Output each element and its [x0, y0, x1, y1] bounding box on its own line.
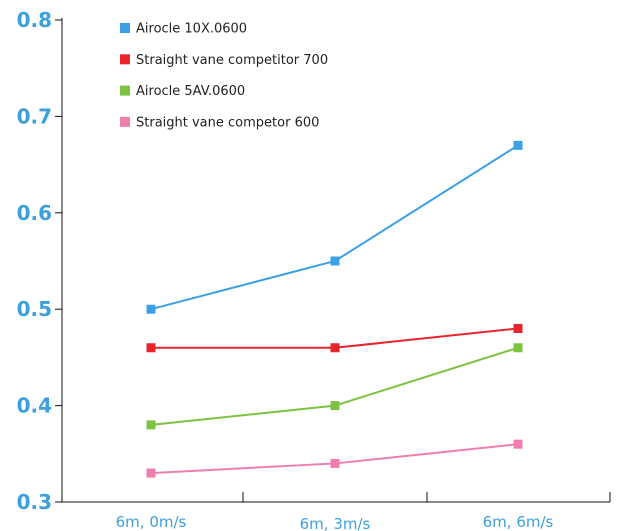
y-tick-label: 0.7 [17, 104, 52, 128]
data-point-marker [513, 140, 523, 150]
y-tick-label: 0.4 [17, 394, 52, 418]
data-point-marker [146, 468, 156, 478]
data-point-marker [330, 256, 340, 266]
data-point-marker [330, 458, 340, 468]
x-tick-label: 6m, 6m/s [483, 513, 554, 531]
legend-label: Airocle 10X.0600 [136, 22, 247, 37]
y-tick-label: 0.5 [17, 297, 52, 321]
legend: Airocle 10X.0600 Straight vane competitor… [120, 22, 328, 130]
x-tick-label: 6m, 0m/s [116, 513, 187, 531]
legend-swatch [120, 54, 130, 65]
data-point-marker [146, 420, 156, 430]
series-line [150, 346, 519, 426]
legend-label: Airocle 5AV.0600 [136, 84, 245, 99]
series-group [146, 140, 523, 478]
legend-label: Straight vane competitor 700 [136, 53, 328, 68]
y-tick-label: 0.6 [17, 201, 52, 225]
series-line [150, 144, 519, 311]
legend-swatch [120, 116, 130, 127]
y-tick-label: 0.3 [17, 490, 52, 514]
x-tick-group: 6m, 0m/s 6m, 3m/s 6m, 6m/s [116, 492, 611, 531]
data-point-marker [513, 439, 523, 449]
data-point-marker [513, 323, 523, 333]
y-tick-label: 0.8 [17, 8, 52, 32]
data-point-marker [513, 343, 523, 353]
legend-label: Straight vane competor 600 [136, 115, 319, 130]
data-point-marker [330, 343, 340, 353]
chart-axes [61, 18, 610, 503]
data-point-marker [146, 343, 156, 353]
data-point-marker [330, 401, 340, 411]
legend-swatch [120, 85, 130, 96]
series-line [150, 443, 519, 475]
data-point-marker [146, 304, 156, 314]
legend-swatch [120, 23, 130, 33]
y-tick-group: 0.3 0.4 0.5 0.6 0.7 0.8 [17, 8, 62, 514]
x-tick-label: 6m, 3m/s [300, 515, 371, 531]
